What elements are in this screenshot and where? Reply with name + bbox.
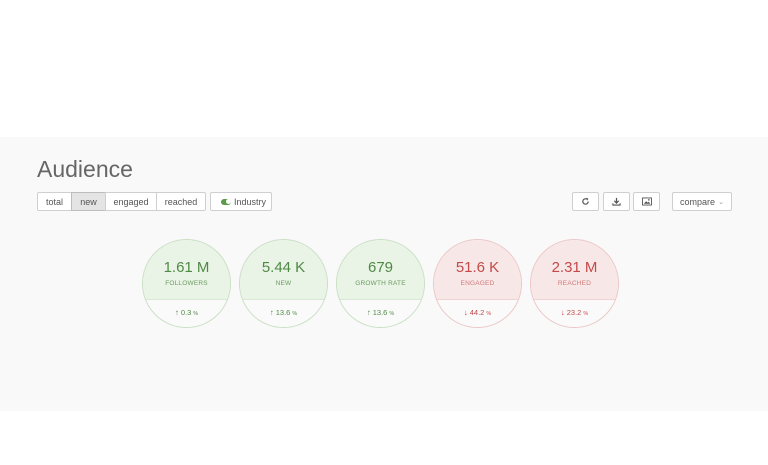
metric-label: REACHED — [557, 280, 592, 287]
tab-engaged[interactable]: engaged — [105, 192, 157, 211]
metric-change: ↓ 23.2% — [560, 308, 589, 317]
metric-new: 5.44 K NEW ↑ 13.6% — [239, 239, 328, 328]
metric-value: 5.44 K — [261, 259, 306, 276]
tab-total[interactable]: total — [37, 192, 72, 211]
arrow-up-icon: ↑ — [174, 308, 179, 317]
arrow-up-icon: ↑ — [366, 308, 371, 317]
metric-value: 51.6 K — [455, 259, 500, 276]
section-title: Audience — [37, 156, 133, 182]
industry-toggle-button[interactable]: Industry — [210, 192, 272, 211]
metric-change: ↓ 44.2% — [463, 308, 492, 317]
metric-label: ENGAGED — [460, 280, 495, 287]
refresh-button[interactable] — [572, 192, 599, 211]
metric-label: GROWTH RATE — [355, 280, 406, 287]
export-image-button[interactable] — [633, 192, 660, 211]
audience-panel: Audience total new engaged reached Indus… — [0, 137, 768, 411]
metric-growth-rate: 679 GROWTH RATE ↑ 13.6% — [336, 239, 425, 328]
toggle-switch-icon — [221, 198, 231, 205]
metric-change: ↑ 13.6% — [366, 308, 395, 317]
metric-followers: 1.61 M FOLLOWERS ↑ 0.3% — [142, 239, 231, 328]
metric-value: 679 — [367, 259, 394, 276]
industry-label: Industry — [234, 196, 267, 207]
download-button[interactable] — [603, 192, 630, 211]
arrow-up-icon: ↑ — [269, 308, 274, 317]
metric-label: FOLLOWERS — [165, 280, 208, 287]
metric-reached: 2.31 M REACHED ↓ 23.2% — [530, 239, 619, 328]
metric-value: 1.61 M — [163, 259, 210, 276]
metric-label: NEW — [275, 280, 292, 287]
download-icon — [612, 197, 621, 206]
metric-change: ↑ 13.6% — [269, 308, 298, 317]
arrow-down-icon: ↓ — [560, 308, 565, 317]
image-icon — [641, 197, 652, 206]
metric-engaged: 51.6 K ENGAGED ↓ 44.2% — [433, 239, 522, 328]
arrow-down-icon: ↓ — [463, 308, 468, 317]
metric-value: 2.31 M — [551, 259, 598, 276]
tab-reached[interactable]: reached — [156, 192, 206, 211]
metric-filter-tabs: total new engaged reached — [37, 192, 206, 211]
metric-change: ↑ 0.3% — [174, 308, 199, 317]
refresh-icon — [582, 197, 589, 205]
tab-new[interactable]: new — [71, 192, 106, 211]
chevron-down-icon: ⌄ — [718, 198, 724, 206]
compare-dropdown[interactable]: compare ⌄ — [672, 192, 732, 211]
compare-label: compare — [680, 196, 716, 207]
